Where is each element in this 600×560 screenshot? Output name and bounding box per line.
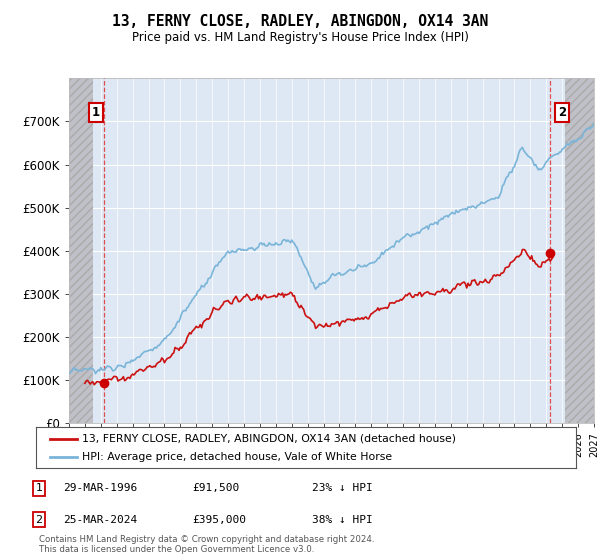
Text: 13, FERNY CLOSE, RADLEY, ABINGDON, OX14 3AN: 13, FERNY CLOSE, RADLEY, ABINGDON, OX14 … bbox=[112, 14, 488, 29]
Text: 2: 2 bbox=[558, 106, 566, 119]
Text: 13, FERNY CLOSE, RADLEY, ABINGDON, OX14 3AN (detached house): 13, FERNY CLOSE, RADLEY, ABINGDON, OX14 … bbox=[82, 433, 456, 444]
Bar bbox=[565, 78, 594, 423]
Text: Contains HM Land Registry data © Crown copyright and database right 2024.
This d: Contains HM Land Registry data © Crown c… bbox=[39, 535, 374, 554]
Text: £395,000: £395,000 bbox=[192, 515, 246, 525]
Text: 29-MAR-1996: 29-MAR-1996 bbox=[63, 483, 137, 493]
Text: 38% ↓ HPI: 38% ↓ HPI bbox=[312, 515, 373, 525]
Text: 2: 2 bbox=[35, 515, 43, 525]
Text: HPI: Average price, detached house, Vale of White Horse: HPI: Average price, detached house, Vale… bbox=[82, 452, 392, 461]
Text: 1: 1 bbox=[92, 106, 100, 119]
Text: £91,500: £91,500 bbox=[192, 483, 239, 493]
Text: Price paid vs. HM Land Registry's House Price Index (HPI): Price paid vs. HM Land Registry's House … bbox=[131, 31, 469, 44]
Text: 23% ↓ HPI: 23% ↓ HPI bbox=[312, 483, 373, 493]
Text: 1: 1 bbox=[35, 483, 43, 493]
Text: 25-MAR-2024: 25-MAR-2024 bbox=[63, 515, 137, 525]
Bar bbox=[69, 78, 93, 423]
